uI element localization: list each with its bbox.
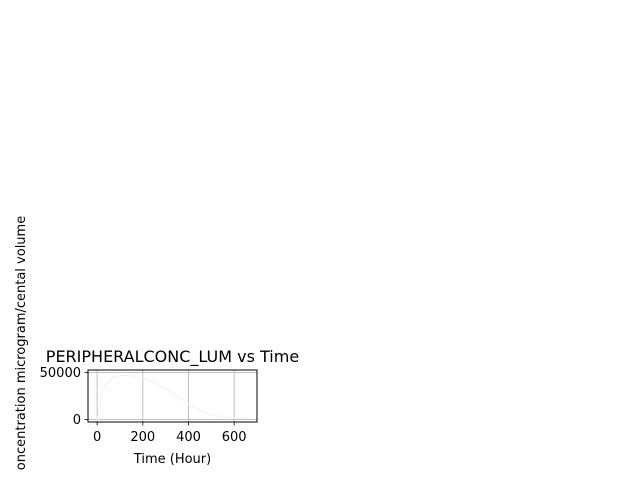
data-point <box>244 417 247 419</box>
data-point <box>102 390 104 392</box>
plot-area <box>87 369 258 423</box>
plot-frame <box>87 369 258 423</box>
x-tick-label: 200 <box>130 430 155 445</box>
data-point <box>119 374 121 376</box>
data-point <box>96 419 98 421</box>
chart-title: PERIPHERALCONC_LUM vs Time <box>46 347 299 367</box>
data-point <box>130 375 132 377</box>
y-tick-label: 50000 <box>40 366 81 381</box>
series-layer <box>96 374 252 421</box>
data-point <box>210 414 212 416</box>
x-tick-label: 0 <box>93 430 101 445</box>
y-axis-label: oncentration microgram/cental volume <box>14 216 29 470</box>
data-point <box>176 395 178 397</box>
y-tick-label: 0 <box>73 413 81 428</box>
data-point <box>112 376 115 378</box>
plot-background <box>88 370 257 422</box>
data-point <box>142 377 144 379</box>
data-point <box>165 387 167 390</box>
y-axis: 0 50000 <box>40 366 88 428</box>
x-axis-label: Time (Hour) <box>133 452 211 467</box>
data-point <box>107 381 109 383</box>
data-point <box>199 409 201 411</box>
data-point <box>153 381 155 383</box>
data-point <box>222 416 224 418</box>
x-tick-label: 600 <box>222 430 247 445</box>
data-point <box>187 402 190 405</box>
grid-layer <box>88 370 257 422</box>
data-point <box>250 417 252 420</box>
data-point <box>233 417 235 419</box>
x-tick-label: 400 <box>176 430 201 445</box>
x-axis: 0 200 400 600 <box>93 422 247 445</box>
